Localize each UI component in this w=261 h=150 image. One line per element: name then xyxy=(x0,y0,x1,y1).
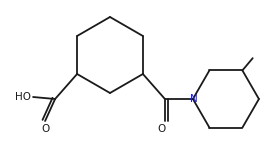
Text: O: O xyxy=(41,124,49,134)
Text: O: O xyxy=(158,124,166,134)
Text: N: N xyxy=(190,94,198,104)
Text: HO: HO xyxy=(15,92,31,102)
